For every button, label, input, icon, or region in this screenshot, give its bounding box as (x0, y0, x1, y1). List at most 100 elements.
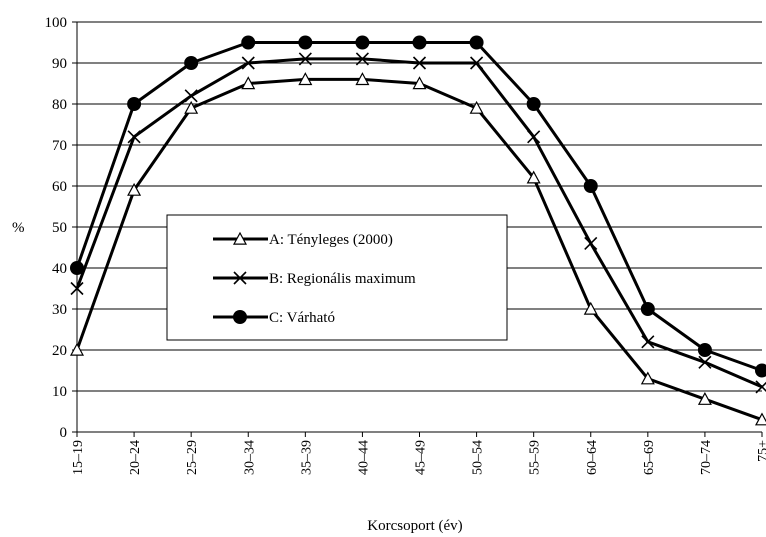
marker-x (641, 335, 655, 349)
marker-triangle (412, 76, 427, 90)
y-tick-label: 0 (60, 425, 68, 441)
data-point (583, 301, 598, 315)
data-point (641, 335, 655, 349)
data-point (69, 342, 85, 356)
legend-label: B: Regionális maximum (269, 271, 416, 287)
series-c (70, 35, 766, 378)
marker-triangle (127, 182, 142, 196)
data-point (241, 76, 256, 90)
marker-triangle (184, 100, 199, 114)
data-point (298, 72, 313, 86)
data-point (127, 182, 142, 196)
series-b (70, 52, 766, 394)
marker-triangle (355, 72, 370, 86)
marker-circle (241, 35, 256, 50)
marker-x (233, 271, 247, 285)
data-point (697, 391, 712, 405)
marker-triangle (298, 72, 313, 86)
marker-x (698, 355, 712, 369)
x-axis-label: Korcsoport (év) (367, 518, 462, 534)
legend-item: A: Tényleges (2000) (213, 231, 393, 248)
marker-x-stroke (70, 281, 84, 296)
data-point (640, 302, 655, 316)
y-tick-label: 40 (52, 261, 67, 277)
data-point (754, 412, 766, 426)
data-point (412, 76, 427, 90)
y-tick-label: 20 (52, 343, 67, 359)
marker-triangle (241, 76, 256, 90)
marker-x-stroke (241, 56, 255, 70)
marker-x-stroke (412, 56, 427, 70)
marker-x (184, 89, 198, 103)
x-tick-label: 50–54 (471, 440, 486, 475)
y-tick-labels: 0 10 20 30 40 50 60 70 80 90 100 (45, 15, 68, 441)
x-tick-label: 40–44 (356, 440, 371, 475)
marker-circle (583, 179, 598, 193)
legend-label: A: Tényleges (2000) (269, 232, 393, 248)
y-tick-label: 10 (52, 384, 67, 400)
marker-triangle (232, 231, 248, 245)
data-point (470, 56, 484, 70)
data-point (298, 52, 312, 66)
data-point (527, 130, 541, 144)
marker-x-stroke (641, 335, 655, 349)
marker-x (127, 130, 141, 144)
marker-triangle (583, 301, 598, 315)
marker-x-stroke (527, 130, 541, 144)
y-tick-label: 50 (52, 220, 67, 236)
marker-x (470, 56, 484, 70)
data-point (526, 170, 541, 184)
marker-circle (526, 97, 541, 111)
marker-triangle (754, 412, 766, 426)
x-tick-label: 75+ (756, 440, 766, 462)
data-point (355, 35, 370, 50)
data-point (697, 343, 712, 357)
marker-triangle (69, 342, 85, 356)
y-tick-label: 80 (52, 97, 67, 113)
marker-x-stroke (355, 52, 369, 66)
data-point (355, 72, 370, 86)
data-point (241, 56, 255, 70)
data-point (469, 100, 484, 114)
legend-item: C: Várható (213, 310, 335, 326)
data-point (526, 97, 541, 111)
marker-triangle (640, 371, 655, 385)
data-point (755, 380, 766, 394)
data-point (70, 281, 84, 296)
marker-x-stroke (698, 355, 712, 369)
data-point (241, 35, 256, 50)
legend-item: B: Regionális maximum (213, 271, 416, 287)
marker-circle (697, 343, 712, 357)
x-tick-label: 35–39 (299, 440, 314, 475)
data-point (355, 52, 369, 66)
data-point (469, 35, 484, 50)
marker-circle (355, 35, 370, 50)
x-tick-label: 60–64 (585, 440, 600, 475)
x-tick-label: 30–34 (242, 440, 257, 475)
marker-triangle (526, 170, 541, 184)
legend-label: C: Várható (269, 310, 335, 326)
marker-circle (469, 35, 484, 50)
y-tick-label: 90 (52, 56, 67, 72)
x-tick-label: 20–24 (128, 440, 143, 475)
y-axis-label: % (12, 220, 25, 236)
y-tick-label: 100 (45, 15, 68, 31)
x-tick-label: 45–49 (414, 440, 429, 475)
data-point (298, 35, 313, 50)
marker-x (70, 281, 84, 296)
data-point (184, 56, 199, 70)
data-point (583, 179, 598, 193)
y-tick-label: 60 (52, 179, 67, 195)
marker-circle (412, 35, 427, 50)
marker-circle (755, 363, 766, 378)
marker-x-stroke (584, 236, 598, 250)
marker-x (355, 52, 369, 66)
data-point (184, 89, 198, 103)
marker-x-stroke (755, 381, 766, 394)
marker-circle (70, 261, 84, 275)
x-tick-label: 15–19 (71, 440, 86, 475)
marker-x (755, 380, 766, 394)
marker-x (412, 56, 427, 70)
series-group (69, 35, 766, 426)
